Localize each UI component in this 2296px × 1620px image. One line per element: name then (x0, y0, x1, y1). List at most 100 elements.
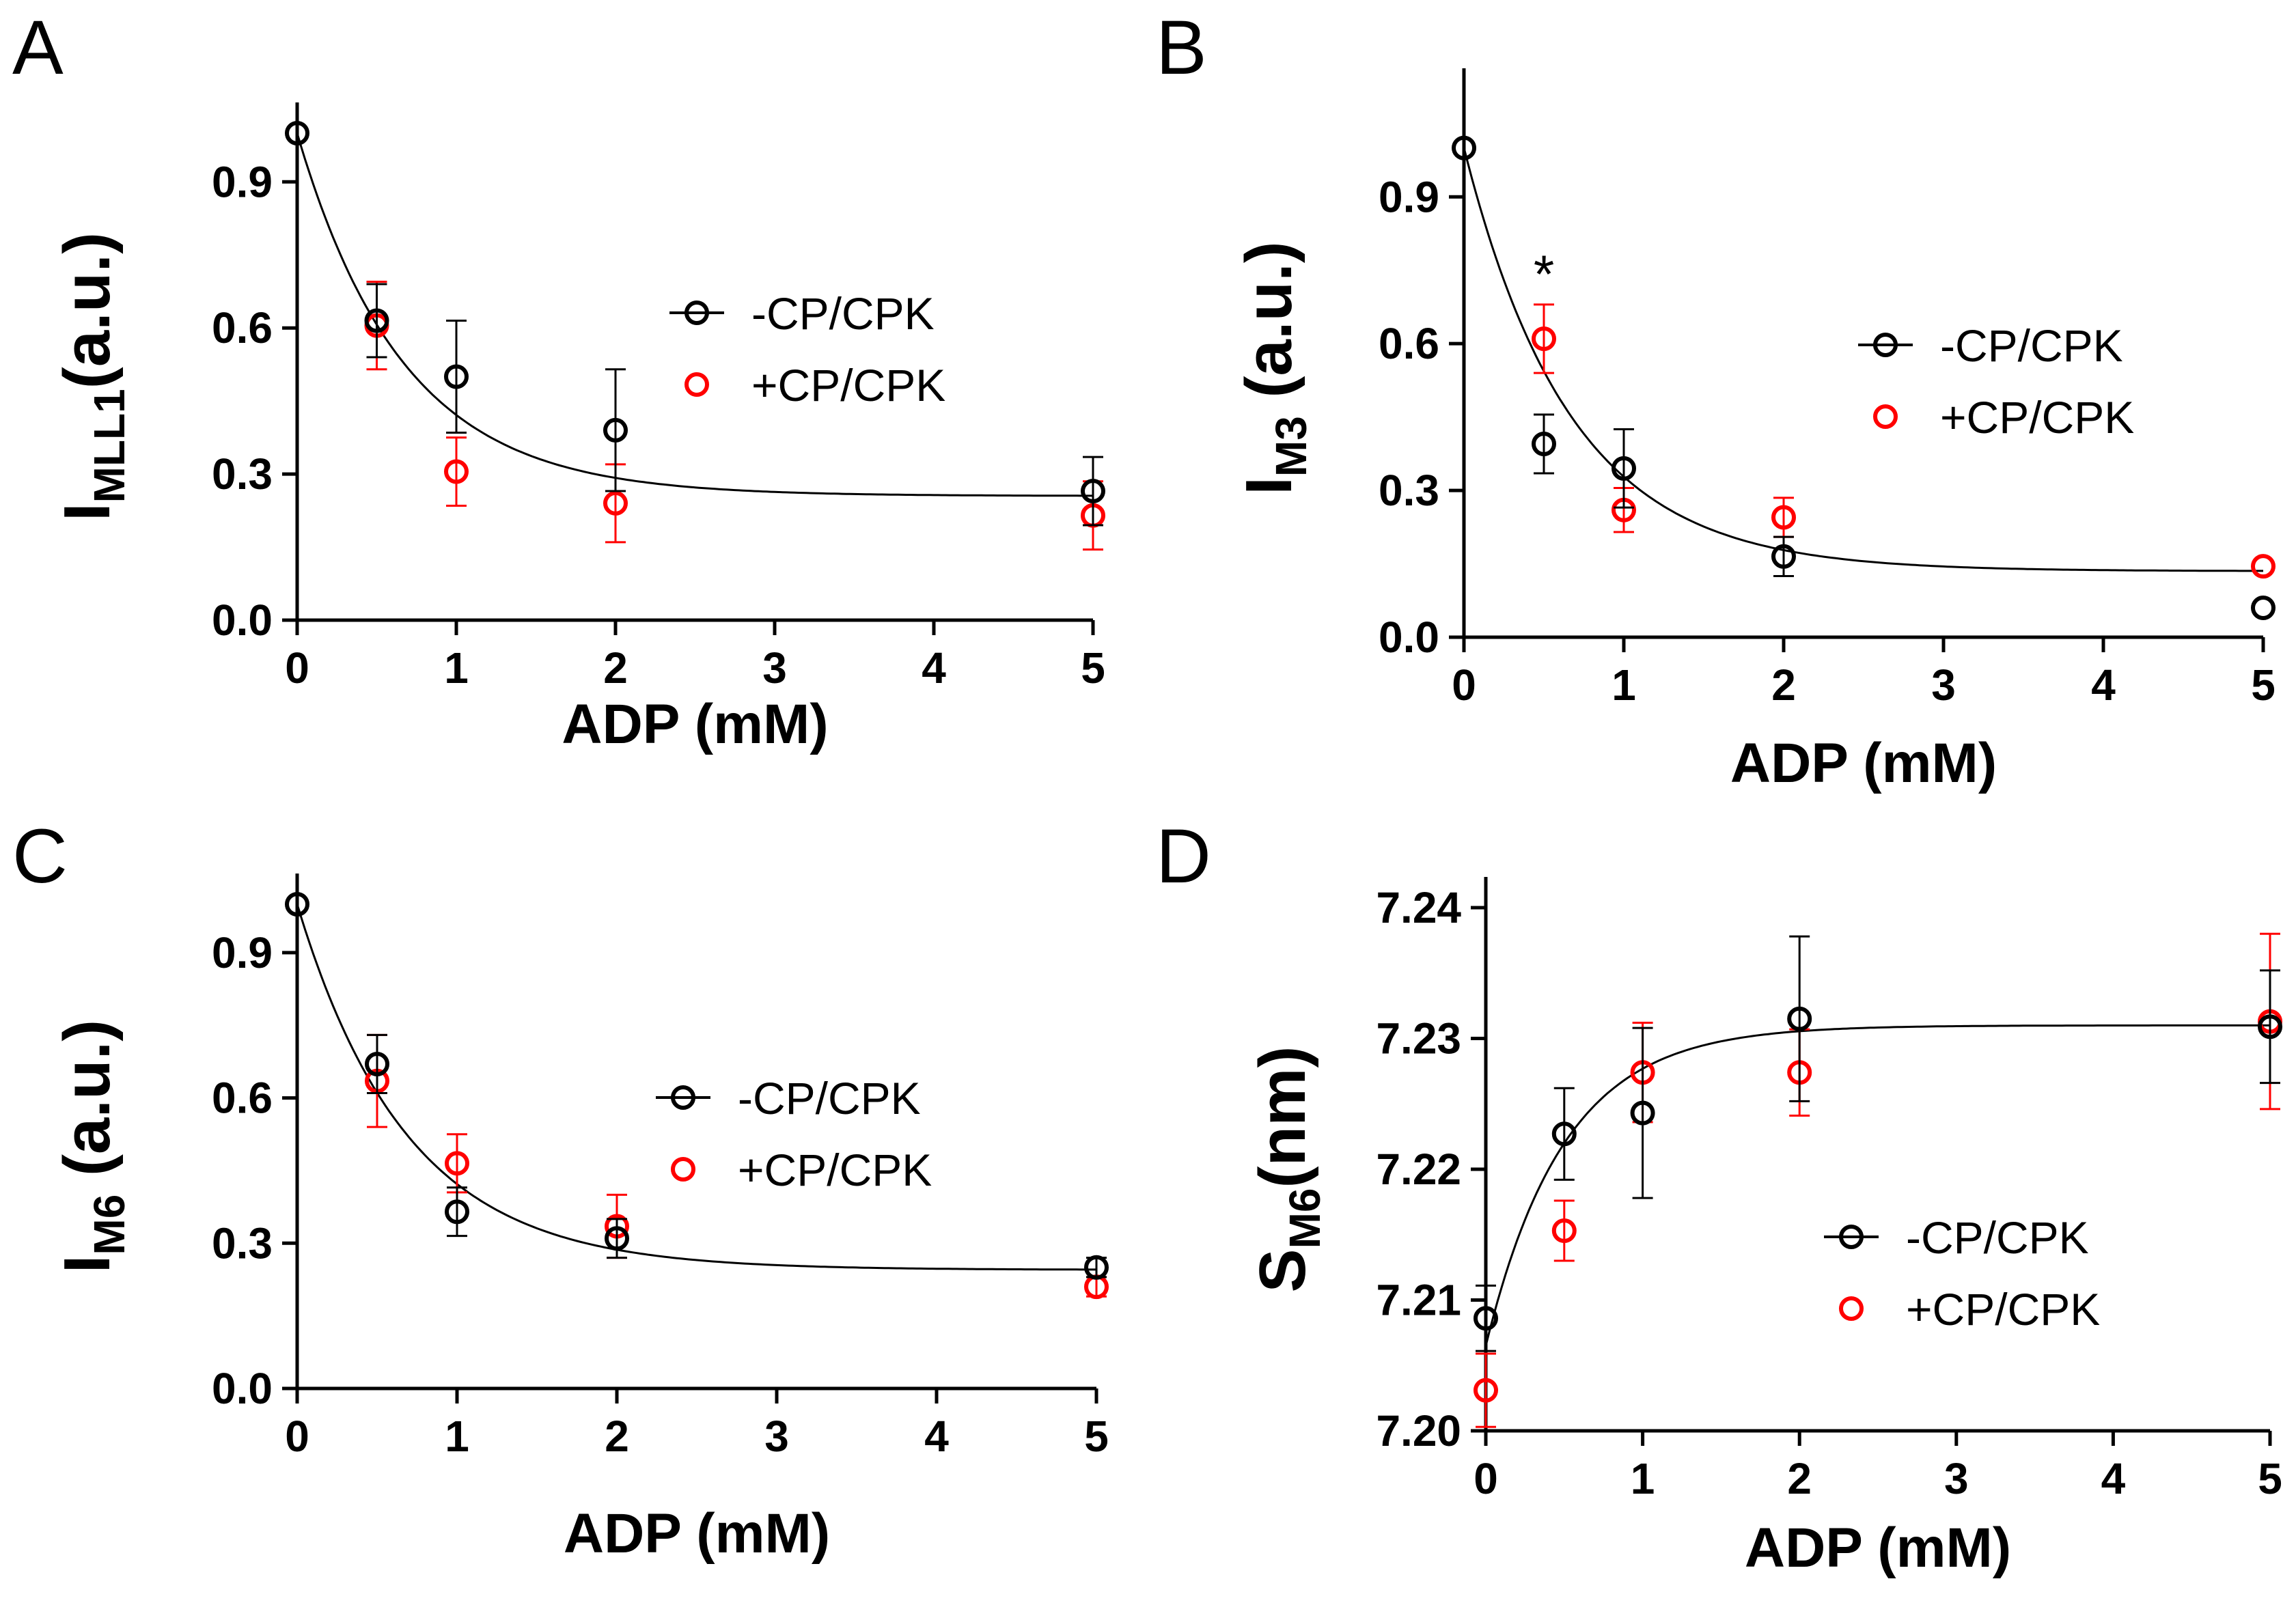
data-point-black-d (1787, 1006, 1812, 1031)
y-tick-label-b: 0.6 (1379, 319, 1439, 368)
data-point-black-c (605, 1226, 629, 1251)
panel-label-a: A (12, 5, 64, 90)
y-tick-label-c: 0.9 (212, 928, 273, 977)
x-tick-label-b: 2 (1771, 660, 1796, 710)
y-tick-label-b: 0.3 (1379, 466, 1439, 515)
x-tick-label-d: 4 (2101, 1454, 2126, 1503)
data-point-red-a (444, 459, 469, 484)
chart-b: B 0 1 2 3 4 5 0.0 0.3 0.6 0.9 ADP (mM) IM3 (a.u.) * -… (1156, 5, 2276, 794)
legend-label-red-b: +CP/CPK (1940, 392, 2134, 443)
data-point-red-d (1474, 1378, 1498, 1403)
x-tick-label-a: 4 (922, 643, 946, 693)
legend-marker-black-b (1873, 333, 1898, 357)
x-tick-label-c: 4 (924, 1412, 949, 1461)
x-tick-label-b: 4 (2091, 660, 2116, 710)
data-point-black-d (2258, 1014, 2282, 1039)
data-point-black-d (1474, 1306, 1498, 1331)
y-tick-label-c: 0.6 (212, 1074, 273, 1123)
x-tick-label-a: 5 (1081, 643, 1105, 693)
x-tick-label-c: 5 (1084, 1412, 1109, 1461)
fit-curve-b (1463, 148, 2263, 572)
chart-panel-c: C 0 1 2 3 4 5 0.0 0.3 0.6 0.9 ADP (mM) IM6 (a.u.) -C… (0, 810, 1148, 1620)
chart-d: D 0 1 2 3 4 5 7.20 7.21 7.22 7.23 7.24 ADP (mM) SM6(… (1156, 813, 2282, 1579)
panel-label-b: B (1156, 5, 1207, 90)
data-point-black-b (1771, 544, 1796, 569)
fit-curve-c (296, 904, 1096, 1271)
legend-label-black-d: -CP/CPK (1906, 1212, 2089, 1263)
data-point-black-c (365, 1051, 389, 1076)
legend-marker-black-c (671, 1085, 695, 1110)
x-axis-label-d: ADP (mM) (1745, 1517, 2011, 1579)
y-tick-label-b: 0.0 (1379, 613, 1439, 662)
x-tick-label-d: 2 (1787, 1454, 1812, 1503)
data-point-black-a (285, 121, 309, 145)
x-tick-label-a: 3 (762, 643, 787, 693)
data-point-black-a (603, 417, 628, 443)
data-point-black-b (2251, 596, 2276, 621)
y-tick-label-b: 0.9 (1379, 172, 1439, 221)
data-point-red-d (1551, 1218, 1577, 1244)
y-tick-label-d: 7.23 (1376, 1014, 1461, 1063)
x-tick-label-b: 3 (1931, 660, 1956, 710)
x-tick-label-a: 1 (444, 643, 469, 693)
legend-marker-red-b (1873, 404, 1898, 429)
y-tick-label-a: 0.9 (212, 157, 273, 206)
y-tick-label-d: 7.22 (1376, 1145, 1461, 1194)
x-tick-label-a: 0 (285, 643, 309, 693)
y-tick-label-a: 0.6 (212, 303, 273, 352)
data-point-black-a (364, 308, 389, 333)
y-tick-label-c: 0.0 (212, 1364, 273, 1413)
y-tick-label-a: 0.0 (212, 596, 273, 645)
chart-panel-a: A 0 1 2 3 4 5 0.0 0.3 0.6 0.9 ADP (mM) IMLL1(a.u.) -… (0, 0, 1148, 810)
data-point-red-b (2251, 554, 2276, 579)
data-point-black-b (1612, 456, 1636, 481)
y-axis-label-d: SM6(nm) (1246, 1046, 1329, 1293)
legend-marker-red-a (684, 372, 709, 397)
y-axis-label-a: IMLL1(a.u.) (51, 232, 134, 521)
x-tick-label-b: 1 (1612, 660, 1636, 710)
x-tick-label-b: 0 (1452, 660, 1476, 710)
x-tick-label-c: 1 (445, 1412, 469, 1461)
data-point-red-c (445, 1151, 469, 1176)
x-tick-label-a: 2 (603, 643, 628, 693)
data-point-red-b (1532, 326, 1556, 352)
chart-panel-d: D 0 1 2 3 4 5 7.20 7.21 7.22 7.23 7.24 ADP (mM) SM6(… (1148, 810, 2295, 1620)
data-point-black-a (444, 364, 469, 389)
legend-marker-black-d (1839, 1225, 1864, 1249)
data-point-black-d (1551, 1121, 1577, 1147)
data-point-red-b (1771, 505, 1796, 530)
panel-label-c: C (12, 813, 68, 899)
legend-label-red-a: +CP/CPK (751, 360, 945, 410)
x-axis-label-c: ADP (mM) (564, 1503, 830, 1565)
data-point-black-b (1452, 135, 1476, 160)
fit-curve-a (296, 132, 1093, 497)
y-tick-label-d: 7.20 (1376, 1406, 1461, 1455)
x-tick-label-d: 1 (1631, 1454, 1655, 1503)
data-point-black-c (1084, 1255, 1109, 1280)
fit-curve-d (1484, 1024, 2270, 1346)
y-tick-label-d: 7.24 (1376, 883, 1461, 932)
legend-label-red-d: +CP/CPK (1906, 1284, 2100, 1335)
x-tick-label-c: 0 (285, 1412, 309, 1461)
data-point-black-c (285, 892, 309, 917)
data-point-black-d (1630, 1100, 1655, 1126)
x-tick-label-c: 3 (764, 1412, 789, 1461)
y-tick-label-c: 0.3 (212, 1218, 273, 1268)
legend-marker-black-a (684, 301, 709, 325)
data-point-black-b (1532, 432, 1556, 457)
legend-marker-red-d (1839, 1296, 1864, 1321)
legend-label-red-c: +CP/CPK (738, 1145, 932, 1195)
x-tick-label-b: 5 (2251, 660, 2276, 710)
x-axis-label-a: ADP (mM) (562, 693, 828, 755)
x-tick-label-d: 5 (2258, 1454, 2282, 1503)
data-point-black-a (1081, 479, 1105, 504)
panel-label-d: D (1156, 813, 1211, 899)
chart-c: C 0 1 2 3 4 5 0.0 0.3 0.6 0.9 ADP (mM) IM6 (a.u.) -C… (12, 813, 1109, 1565)
data-point-red-a (603, 490, 628, 516)
chart-panel-b: B 0 1 2 3 4 5 0.0 0.3 0.6 0.9 ADP (mM) IM3 (a.u.) * -… (1148, 0, 2295, 810)
legend-marker-red-c (671, 1157, 695, 1182)
x-axis-label-b: ADP (mM) (1730, 732, 1997, 794)
x-tick-label-d: 3 (1944, 1454, 1969, 1503)
legend-label-black-c: -CP/CPK (738, 1073, 921, 1123)
y-axis-label-b: IM3 (a.u.) (1232, 241, 1316, 495)
